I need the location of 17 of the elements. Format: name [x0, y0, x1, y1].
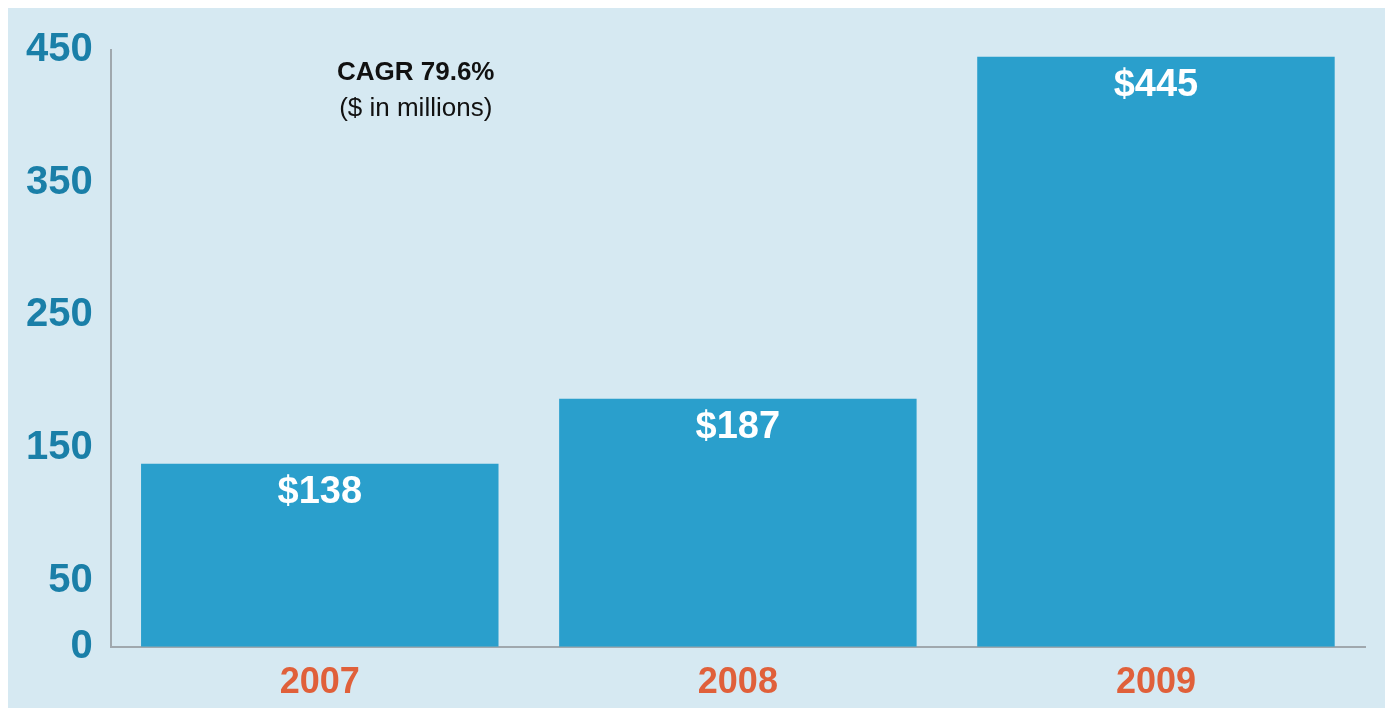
bar [141, 463, 499, 647]
x-tick-label: 2009 [1115, 660, 1196, 702]
annotation: CAGR 79.6% [336, 56, 495, 87]
data-label: $187 [695, 404, 781, 447]
y-tick-label: 450 [25, 25, 93, 70]
y-tick-label: 50 [48, 555, 93, 600]
x-tick-label: 2008 [697, 660, 778, 702]
annotation: ($ in millions) [339, 92, 493, 123]
data-label: $138 [277, 469, 363, 512]
data-label: $445 [1113, 62, 1199, 105]
bar [977, 56, 1335, 647]
x-tick-label: 2007 [279, 660, 360, 702]
bar [559, 398, 917, 647]
y-tick-label: 350 [25, 157, 93, 202]
y-tick-label: 0 [70, 621, 93, 666]
y-tick-label: 250 [25, 290, 93, 335]
y-tick-label: 150 [25, 422, 93, 467]
